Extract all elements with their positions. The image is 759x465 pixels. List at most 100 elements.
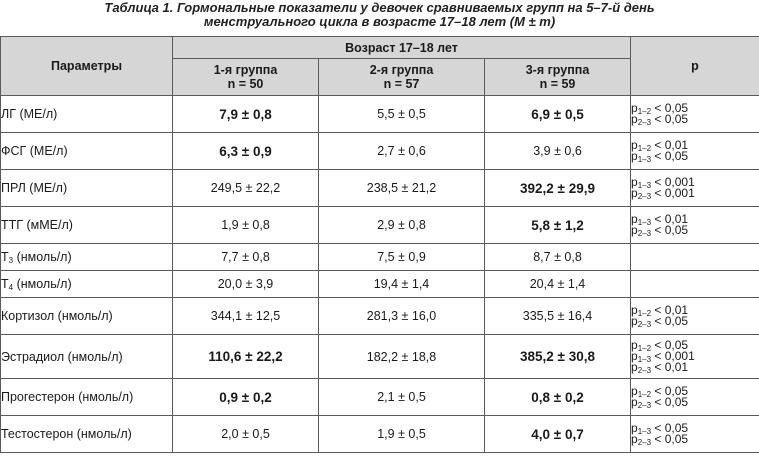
value-cell-group-2: 1,9 ± 0,5 bbox=[319, 416, 485, 453]
value-cell-group-3: 3,9 ± 0,6 bbox=[485, 133, 631, 170]
p-value-line: p2–3 < 0,05 bbox=[631, 114, 759, 125]
value-cell-group-3: 385,2 ± 30,8 bbox=[485, 335, 631, 379]
value-cell-group-1: 6,3 ± 0,9 bbox=[173, 133, 319, 170]
p-threshold: < 0,05 bbox=[651, 112, 688, 126]
value-cell-group-3: 392,2 ± 29,9 bbox=[485, 170, 631, 207]
param-cell: Т3 (нмоль/л) bbox=[1, 244, 173, 271]
p-value-line: p2–3 < 0,05 bbox=[631, 397, 759, 408]
header-age: Возраст 17–18 лет bbox=[173, 37, 631, 59]
param-cell: ЛГ (МЕ/л) bbox=[1, 96, 173, 133]
caption-line-1: Таблица 1. Гормональные показатели у дев… bbox=[0, 1, 759, 15]
p-threshold: < 0,05 bbox=[651, 314, 688, 328]
value-cell-group-2: 281,3 ± 16,0 bbox=[319, 298, 485, 335]
param-cell: Т4 (нмоль/л) bbox=[1, 271, 173, 298]
p-subscript: 2–3 bbox=[638, 229, 651, 238]
value-cell-group-2: 182,2 ± 18,8 bbox=[319, 335, 485, 379]
p-threshold: < 0,05 bbox=[651, 223, 688, 237]
param-name: Т bbox=[1, 250, 9, 264]
value-cell-group-2: 2,7 ± 0,6 bbox=[319, 133, 485, 170]
value-cell-group-3: 20,4 ± 1,4 bbox=[485, 271, 631, 298]
param-cell: Тестостерон (нмоль/л) bbox=[1, 416, 173, 453]
value-cell-group-2: 5,5 ± 0,5 bbox=[319, 96, 485, 133]
value-cell-group-1: 0,9 ± 0,2 bbox=[173, 379, 319, 416]
caption-line-2: менструального цикла в возрасте 17–18 ле… bbox=[0, 15, 759, 29]
value-cell-group-3: 0,8 ± 0,2 bbox=[485, 379, 631, 416]
p-value-line: p2–3 < 0,05 bbox=[631, 316, 759, 327]
value-cell-group-2: 2,1 ± 0,5 bbox=[319, 379, 485, 416]
p-value-cell bbox=[631, 244, 759, 271]
value-cell-group-3: 4,0 ± 0,7 bbox=[485, 416, 631, 453]
value-cell-group-1: 344,1 ± 12,5 bbox=[173, 298, 319, 335]
value-cell-group-1: 7,9 ± 0,8 bbox=[173, 96, 319, 133]
p-subscript: 2–3 bbox=[638, 320, 651, 329]
param-unit: (нмоль/л) bbox=[13, 250, 72, 264]
value-cell-group-2: 7,5 ± 0,9 bbox=[319, 244, 485, 271]
value-cell-group-3: 5,8 ± 1,2 bbox=[485, 207, 631, 244]
value-cell-group-2: 2,9 ± 0,8 bbox=[319, 207, 485, 244]
p-threshold: < 0,01 bbox=[651, 360, 688, 374]
value-cell-group-1: 1,9 ± 0,8 bbox=[173, 207, 319, 244]
table-caption: Таблица 1. Гормональные показатели у дев… bbox=[0, 1, 759, 31]
p-value-line: p2–3 < 0,001 bbox=[631, 188, 759, 199]
p-subscript: 2–3 bbox=[638, 438, 651, 447]
value-cell-group-1: 2,0 ± 0,5 bbox=[173, 416, 319, 453]
value-cell-group-3: 8,7 ± 0,8 bbox=[485, 244, 631, 271]
value-cell-group-1: 7,7 ± 0,8 bbox=[173, 244, 319, 271]
p-value-line: p1–3 < 0,05 bbox=[631, 151, 759, 162]
p-threshold: < 0,001 bbox=[651, 186, 695, 200]
header-p: p bbox=[631, 37, 759, 96]
param-cell: ФСГ (МЕ/л) bbox=[1, 133, 173, 170]
header-params: Параметры bbox=[1, 37, 173, 96]
value-cell-group-2: 19,4 ± 1,4 bbox=[319, 271, 485, 298]
p-subscript: 2–3 bbox=[638, 366, 651, 375]
p-threshold: < 0,05 bbox=[651, 395, 688, 409]
param-unit: (нмоль/л) bbox=[13, 277, 72, 291]
p-value-line: p2–3 < 0,05 bbox=[631, 225, 759, 236]
p-subscript: 2–3 bbox=[638, 192, 651, 201]
p-value-line: p2–3 < 0,01 bbox=[631, 362, 759, 373]
value-cell-group-1: 249,5 ± 22,2 bbox=[173, 170, 319, 207]
group-name: 1-я группа bbox=[214, 63, 278, 77]
value-cell-group-1: 20,0 ± 3,9 bbox=[173, 271, 319, 298]
group-name: 3-я группа bbox=[526, 63, 590, 77]
p-threshold: < 0,05 bbox=[651, 432, 688, 446]
group-n: n = 57 bbox=[384, 77, 420, 91]
param-cell: ПРЛ (МЕ/л) bbox=[1, 170, 173, 207]
value-cell-group-3: 6,9 ± 0,5 bbox=[485, 96, 631, 133]
p-subscript: 2–3 bbox=[638, 401, 651, 410]
param-cell: Эстрадиол (нмоль/л) bbox=[1, 335, 173, 379]
group-n: n = 59 bbox=[540, 77, 576, 91]
param-name: Т bbox=[1, 277, 9, 291]
p-value-line: p2–3 < 0,05 bbox=[631, 434, 759, 445]
p-subscript: 1–3 bbox=[638, 155, 651, 164]
param-cell: ТТГ (мМЕ/л) bbox=[1, 207, 173, 244]
value-cell-group-3: 335,5 ± 16,4 bbox=[485, 298, 631, 335]
p-threshold: < 0,05 bbox=[651, 149, 688, 163]
param-cell: Кортизол (нмоль/л) bbox=[1, 298, 173, 335]
p-subscript: 2–3 bbox=[638, 118, 651, 127]
param-cell: Прогестерон (нмоль/л) bbox=[1, 379, 173, 416]
group-n: n = 50 bbox=[228, 77, 264, 91]
value-cell-group-2: 238,5 ± 21,2 bbox=[319, 170, 485, 207]
